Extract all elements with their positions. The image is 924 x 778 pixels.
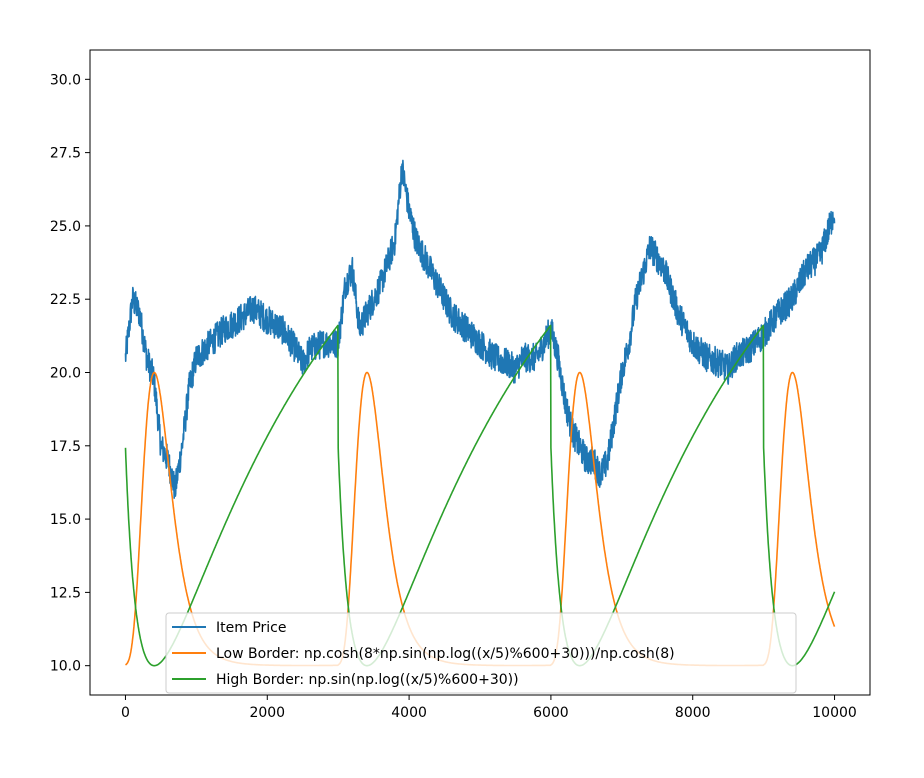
series-line-0 (124, 159, 836, 499)
x-tick-label: 4000 (391, 705, 427, 721)
legend-label-1: Low Border: np.cosh(8*np.sin(np.log((x/5… (216, 646, 675, 662)
y-tick-label: 17.5 (50, 439, 81, 455)
y-tick-label: 22.5 (50, 292, 81, 308)
y-axis: 10.0 12.5 15.0 17.5 20.0 22.5 25.0 27.5 30.0 (50, 72, 90, 675)
y-tick-label: 20.0 (50, 366, 81, 382)
y-tick-label: 12.5 (50, 585, 81, 601)
x-tick-label: 8000 (675, 705, 711, 721)
x-tick-label: 6000 (533, 705, 569, 721)
x-tick-label: 0 (121, 705, 130, 721)
y-tick-label: 30.0 (50, 72, 81, 88)
y-tick-label: 10.0 (50, 659, 81, 675)
y-tick-label: 25.0 (50, 219, 81, 235)
legend-label-0: Item Price (216, 620, 286, 636)
legend: Item Price Low Border: np.cosh(8*np.sin(… (165, 612, 797, 694)
legend-label-2: High Border: np.sin(np.log((x/5)%600+30)… (216, 672, 519, 688)
x-tick-label: 2000 (249, 705, 285, 721)
legend-box (165, 612, 797, 694)
series-line-2 (124, 324, 836, 667)
x-axis: 0 2000 4000 6000 8000 10000 (121, 695, 857, 721)
y-tick-label: 15.0 (50, 512, 81, 528)
y-tick-label: 27.5 (50, 146, 81, 162)
x-tick-label: 10000 (812, 705, 857, 721)
